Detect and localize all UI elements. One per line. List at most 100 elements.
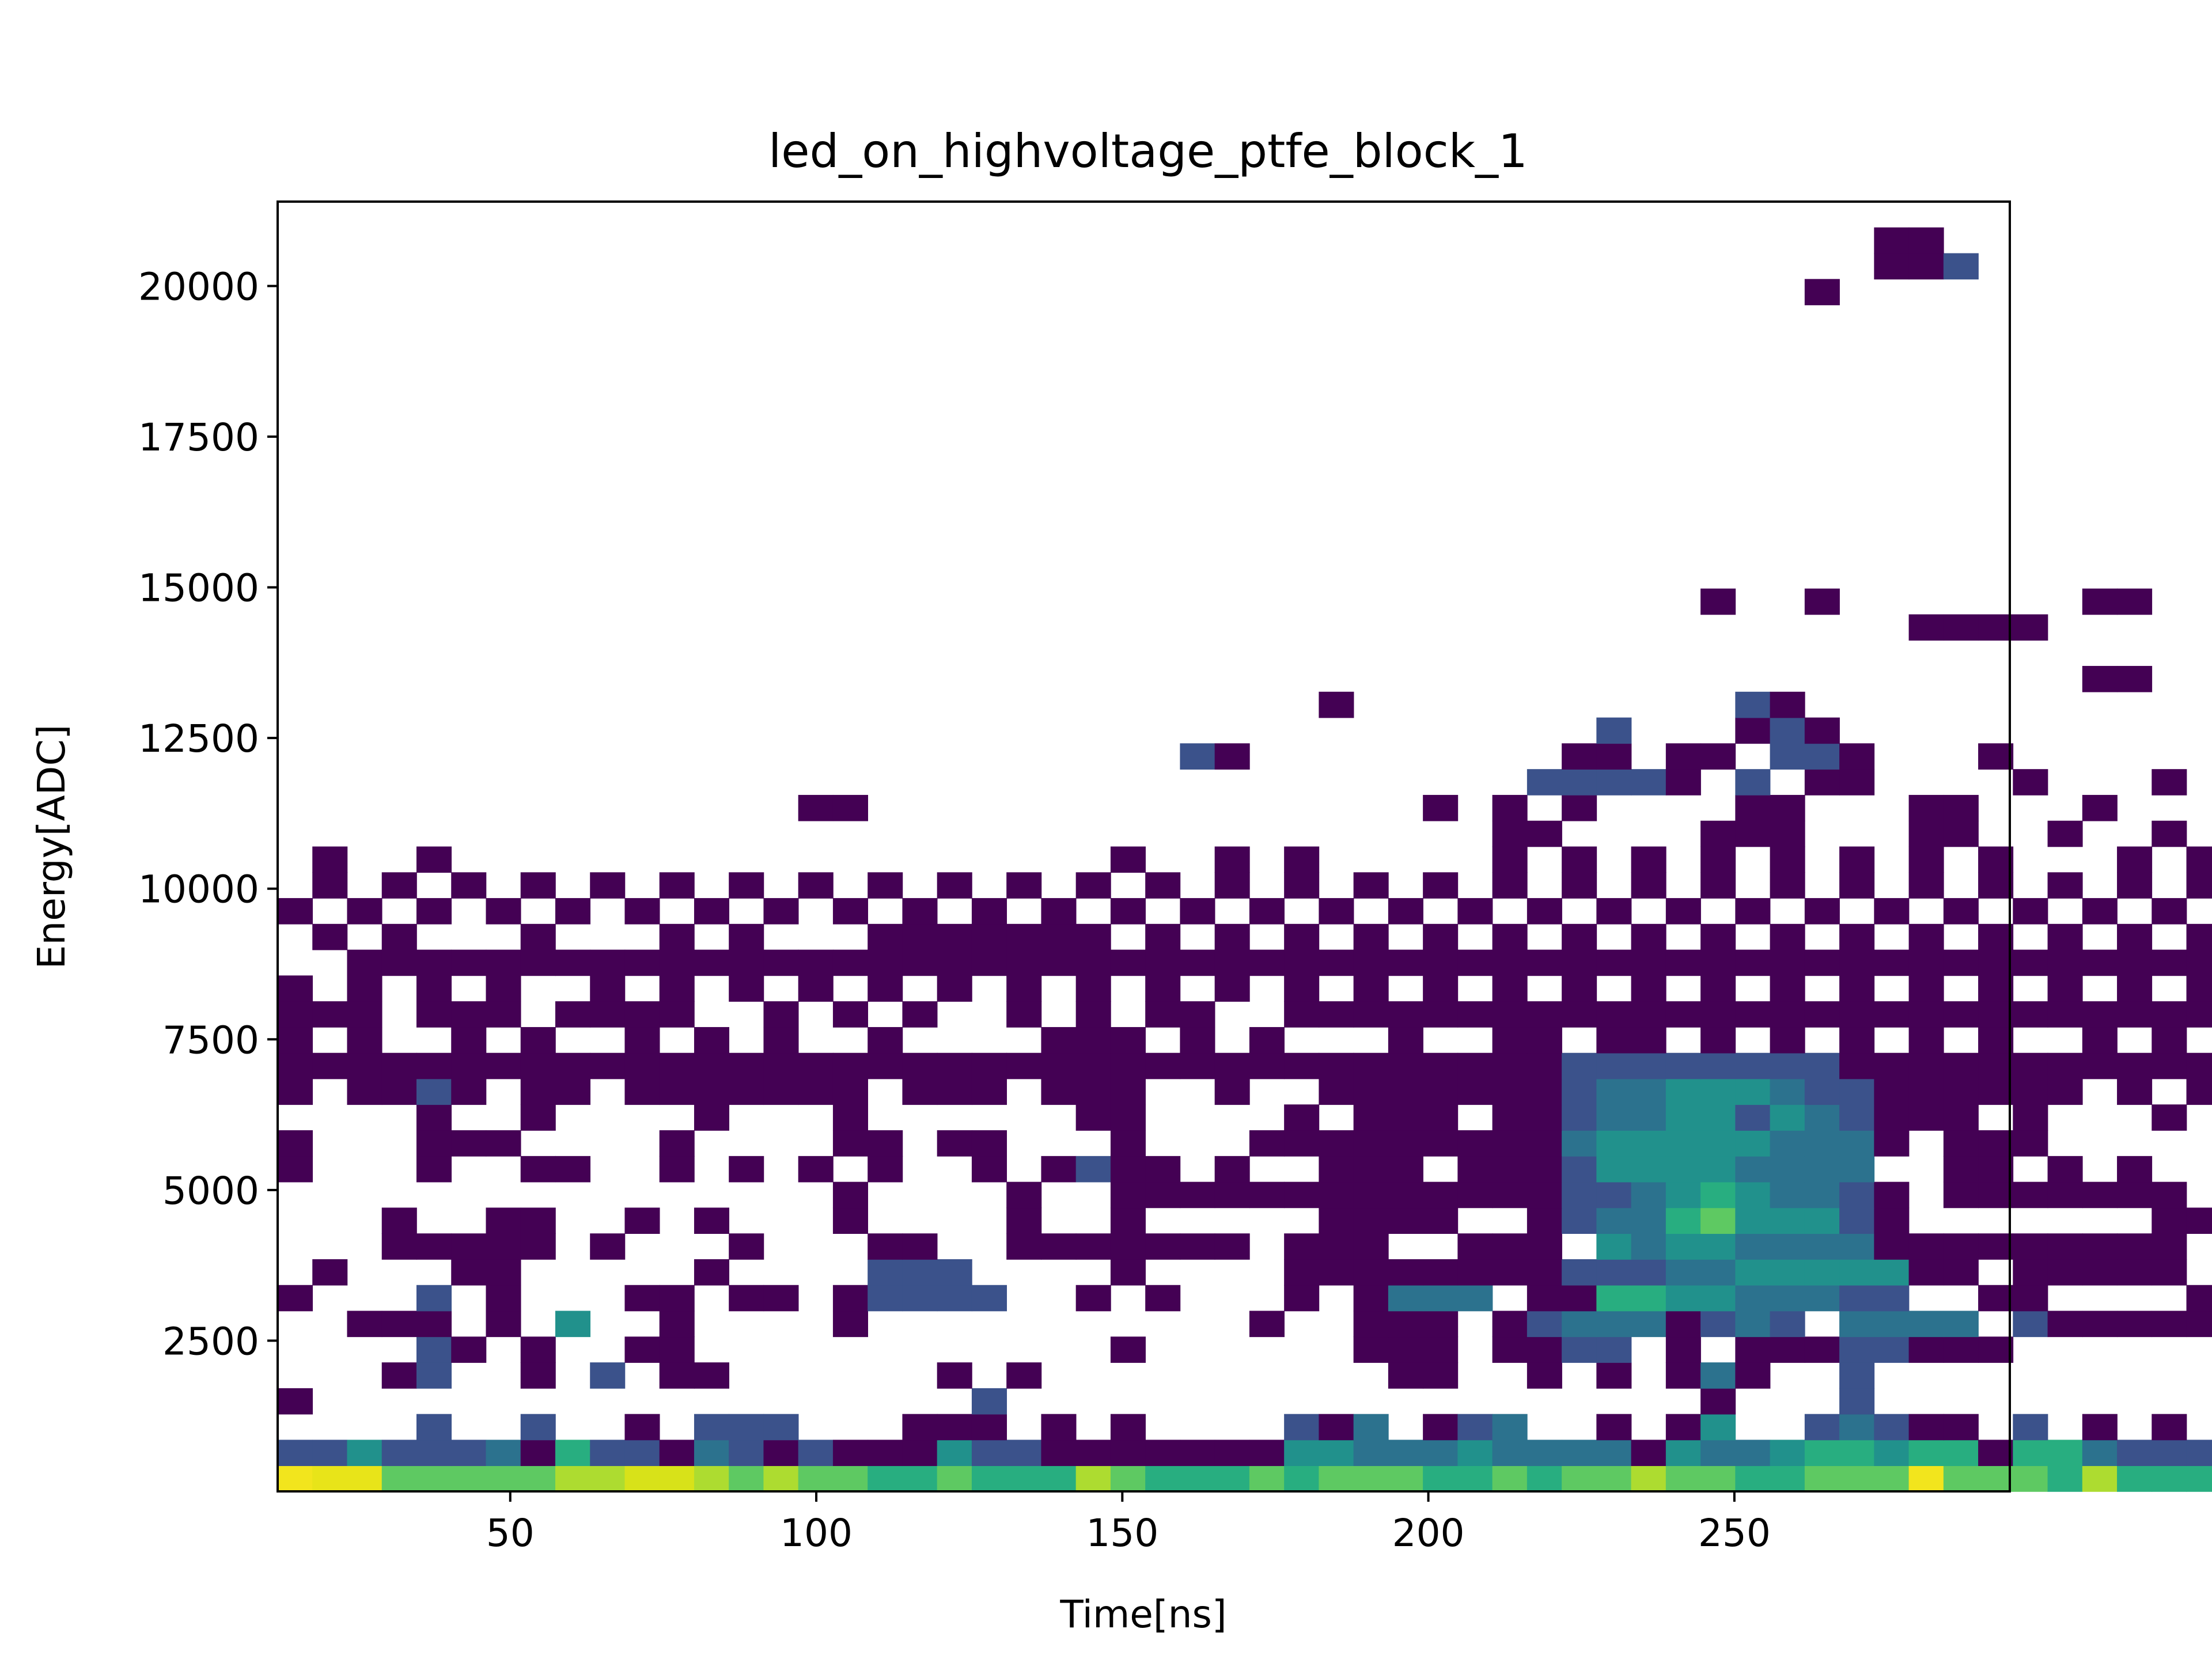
heatmap-cell [1214,923,1250,950]
heatmap-cell [868,872,903,899]
heatmap-cell [1874,1285,1910,1312]
heatmap-cell [1596,1310,1632,1338]
heatmap-cell [902,1465,938,1492]
heatmap-cell [1423,1285,1459,1312]
heatmap-cell [1319,1130,1354,1157]
heatmap-cell [590,872,626,899]
heatmap-cell [1110,1414,1146,1441]
heatmap-cell [1388,1130,1423,1157]
heatmap-cell [1631,769,1666,796]
heatmap-cell [1145,1001,1181,1028]
heatmap-cell [312,846,348,873]
heatmap-cell [729,1052,764,1080]
heatmap-cell [1457,1285,1493,1312]
heatmap-cell [937,1259,972,1286]
heatmap-cell [624,1078,660,1105]
heatmap-cell [1943,1233,1979,1260]
heatmap-cell [347,1052,382,1080]
heatmap-cell [2152,1233,2187,1260]
heatmap-cell [312,1465,348,1492]
heatmap-cell [1596,1001,1632,1028]
heatmap-cell [1527,1336,1562,1363]
heatmap-cell [1457,949,1493,976]
heatmap-cell [2047,1001,2083,1028]
heatmap-cell [1700,846,1736,873]
heatmap-cell [1735,1336,1771,1363]
heatmap-cell [416,1336,452,1363]
heatmap-cell [1423,1104,1459,1131]
heatmap-cell [2013,1078,2048,1105]
heatmap-cell [729,1465,764,1492]
heatmap-cell [2186,1207,2212,1234]
heatmap-cell [520,1027,556,1054]
heatmap-cell [1075,975,1111,1002]
heatmap-cell [1908,1078,1944,1105]
heatmap-cell [1075,1078,1111,1105]
heatmap-cell [832,1285,868,1312]
heatmap-cell [1562,1207,1597,1234]
heatmap-cell [868,975,903,1002]
heatmap-cell [1700,872,1736,899]
heatmap-cell [1562,1259,1597,1286]
heatmap-cell [763,949,799,976]
heatmap-cell [1423,1362,1459,1389]
heatmap-cell [1804,1052,1840,1080]
heatmap-cell [868,1440,903,1467]
heatmap-cell [1562,1285,1597,1312]
heatmap-cell [1214,1052,1250,1080]
heatmap-cell [1284,1285,1320,1312]
heatmap-cell [1943,1259,1979,1286]
heatmap-cell [1145,975,1181,1002]
heatmap-cell [2186,923,2212,950]
heatmap-cell [451,872,487,899]
heatmap-cell [2047,975,2083,1002]
heatmap-cell [1908,1027,1944,1054]
heatmap-cell [1596,1027,1632,1054]
heatmap-cell [1284,1130,1320,1157]
heatmap-cell [347,1078,382,1105]
heatmap-cell [2186,1440,2212,1467]
heatmap-cell [1700,1001,1736,1028]
heatmap-cell [832,1104,868,1131]
heatmap-cell [2186,1310,2212,1338]
heatmap-cell [1908,1336,1944,1363]
heatmap-cell [1562,1130,1597,1157]
heatmap-cell [1041,898,1077,925]
heatmap-cell [1284,923,1320,950]
heatmap-cell [1527,1027,1562,1054]
heatmap-cell [2152,820,2187,847]
heatmap-cell [2152,1181,2187,1209]
heatmap-cell [486,975,521,1002]
heatmap-cell [1492,1440,1528,1467]
heatmap-cell [1665,1465,1701,1492]
heatmap-cell [1249,1465,1285,1492]
heatmap-cell [381,1362,417,1389]
heatmap-cell [1562,1001,1597,1028]
heatmap-cell [1423,1414,1459,1441]
heatmap-cell [1770,1156,1805,1183]
heatmap-cell [902,1052,938,1080]
heatmap-cell [1457,898,1493,925]
heatmap-cell [2047,1310,2083,1338]
heatmap-cell [1908,1414,1944,1441]
heatmap-cell [868,1130,903,1157]
heatmap-cell [937,949,972,976]
heatmap-cell [347,1310,382,1338]
heatmap-cell [1596,1285,1632,1312]
heatmap-cell [624,1001,660,1028]
y-tick-label: 10000 [138,868,259,912]
heatmap-cell [832,1130,868,1157]
heatmap-cell [2013,1285,2048,1312]
heatmap-cell [1388,1440,1423,1467]
heatmap-cell [1839,1440,1875,1467]
x-tick-label: 100 [780,1511,853,1555]
heatmap-cell [1804,1465,1840,1492]
heatmap-cell [1596,1440,1632,1467]
heatmap-cell [1874,949,1910,976]
heatmap-cell [1978,846,2014,873]
heatmap-cell [902,1414,938,1441]
heatmap-cell [729,923,764,950]
heatmap-cell [2082,1233,2118,1260]
chart-title: led_on_highvoltage_ptfe_block_1 [768,124,1528,178]
heatmap-cell [1284,1104,1320,1131]
